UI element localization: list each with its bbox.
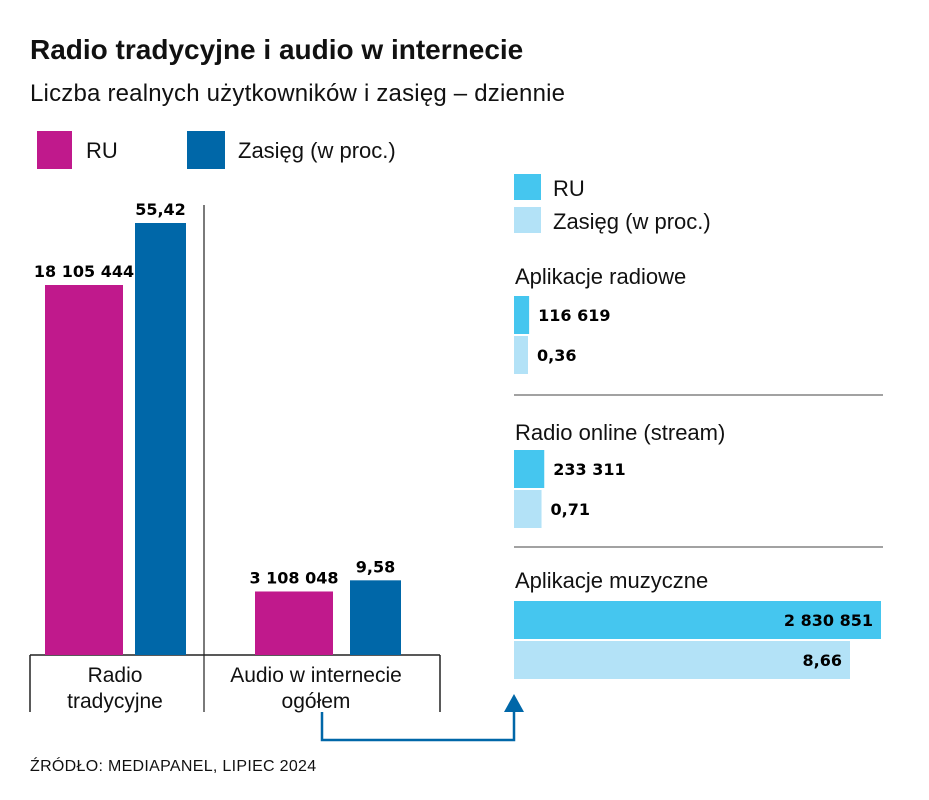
hbar-label-zasieg-2: 8,66 [803, 651, 842, 670]
bar-zasieg-0 [135, 223, 186, 655]
category-label-radio: Radio tradycyjne [30, 663, 200, 715]
category-label-audio-line2: ogółem [281, 690, 351, 713]
hbar-zasieg-1 [514, 490, 542, 528]
data-label-ru-0: 18 105 444 [34, 262, 134, 281]
chart-title: Radio tradycyjne i audio w internecie [30, 34, 524, 65]
bar-ru-1 [255, 591, 333, 655]
legend-swatch-zasieg [187, 131, 225, 169]
legend-swatch-ru [37, 131, 72, 169]
legend-label-ru-online: RU [553, 176, 585, 201]
group-label-aplikacje-radiowe: Aplikacje radiowe [515, 264, 687, 289]
legend-label-ru: RU [86, 138, 118, 163]
hbar-label-zasieg-1: 0,71 [551, 500, 590, 519]
connector-arrow-line [320, 712, 516, 742]
hbar-zasieg-2 [514, 641, 850, 679]
data-label-ru-1: 3 108 048 [249, 568, 338, 587]
hbar-zasieg-0 [514, 336, 528, 374]
category-label-radio-line1: Radio [87, 664, 143, 687]
hbar-label-ru-0: 116 619 [538, 306, 610, 325]
hbar-label-ru-2: 2 830 851 [784, 611, 873, 630]
bar-zasieg-1 [350, 580, 401, 655]
bar-ru-0 [45, 285, 123, 655]
category-label-radio-line2: tradycyjne [67, 690, 163, 713]
group-label-radio-online: Radio online (stream) [515, 420, 726, 445]
hbar-ru-0 [514, 296, 530, 334]
chart-subtitle: Liczba realnych użytkowników i zasięg – … [30, 80, 566, 107]
hbar-label-zasieg-0: 0,36 [537, 346, 576, 365]
category-label-audio: Audio w internecie ogółem [206, 663, 426, 715]
legend-swatch-zasieg-online [514, 207, 541, 233]
legend-label-zasieg-online: Zasięg (w proc.) [553, 209, 711, 234]
hbar-label-ru-1: 233 311 [553, 460, 625, 479]
data-label-zasieg-0: 55,42 [135, 200, 186, 219]
hbar-ru-1 [514, 450, 545, 488]
hbar-ru-2 [514, 601, 881, 639]
group-label-aplikacje-muzyczne: Aplikacje muzyczne [515, 568, 709, 593]
connector-arrow-head [504, 694, 524, 712]
data-label-zasieg-1: 9,58 [356, 557, 395, 576]
legend-swatch-ru-online [514, 174, 541, 200]
source-note: ŹRÓDŁO: MEDIAPANEL, LIPIEC 2024 [30, 758, 317, 775]
category-label-audio-line1: Audio w internecie [230, 664, 402, 687]
legend-label-zasieg: Zasięg (w proc.) [238, 138, 396, 163]
